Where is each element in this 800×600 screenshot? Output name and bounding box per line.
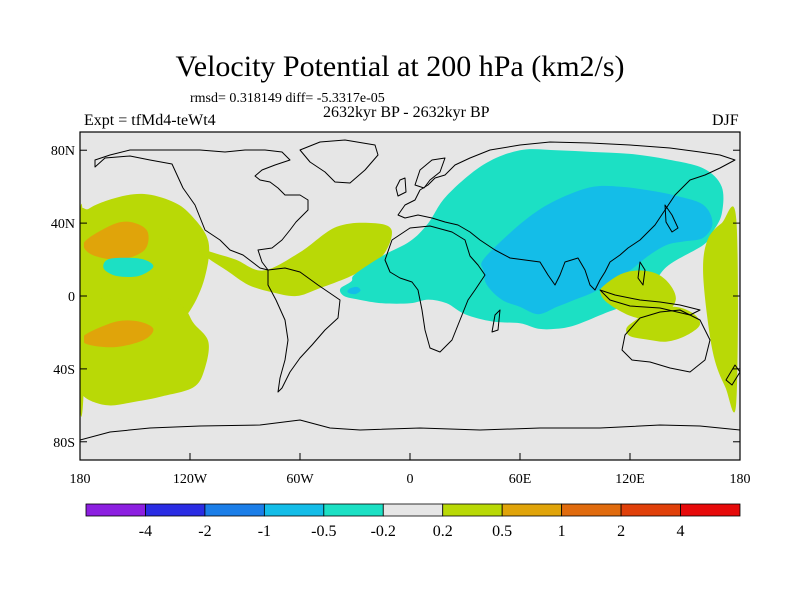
experiment-label: Expt = tfMd4-teWt4 bbox=[84, 112, 216, 129]
colorbar-label: -4 bbox=[139, 523, 152, 540]
colorbar-swatch bbox=[204, 503, 265, 517]
x-tick-label: 60W bbox=[286, 472, 314, 487]
colorbar-label: 0.5 bbox=[492, 523, 512, 540]
contour-region bbox=[80, 203, 85, 417]
y-tick-label: 0 bbox=[68, 290, 75, 305]
colorbar-swatch bbox=[85, 503, 146, 517]
colorbar-label: 4 bbox=[677, 523, 685, 540]
coastlines bbox=[80, 139, 740, 441]
x-tick-label: 0 bbox=[407, 472, 414, 487]
coast-north-america bbox=[94, 149, 309, 271]
coast-africa bbox=[384, 225, 486, 353]
contour-region bbox=[599, 270, 676, 322]
y-tick-label: 40N bbox=[51, 217, 75, 232]
x-tick-label: 180 bbox=[730, 472, 751, 487]
coast-uk bbox=[395, 177, 407, 197]
colorbar-label: 0.2 bbox=[433, 523, 453, 540]
coast-philippines bbox=[637, 261, 646, 286]
coast-australia bbox=[621, 309, 711, 373]
contour-region bbox=[626, 306, 701, 342]
colorbar-swatch bbox=[263, 503, 325, 517]
colorbar-label: 1 bbox=[558, 523, 566, 540]
contour-region bbox=[703, 206, 738, 413]
colorbar-label: -0.5 bbox=[311, 523, 336, 540]
x-tick-label: 120E bbox=[615, 472, 645, 487]
colorbar-label: -1 bbox=[258, 523, 271, 540]
coast-scandinavia bbox=[414, 157, 446, 189]
x-tick-label: 60E bbox=[509, 472, 532, 487]
map-area bbox=[80, 132, 740, 460]
contour-region bbox=[193, 222, 392, 297]
colorbar: -4 -2 -1 -0.5 -0.2 0.2 0.5 1 2 4 bbox=[85, 503, 741, 540]
contour-region bbox=[103, 257, 154, 278]
coast-greenland bbox=[299, 139, 379, 184]
colorbar-swatch bbox=[442, 503, 503, 517]
coast-eurasia bbox=[397, 141, 736, 291]
colorbar-swatch bbox=[620, 503, 681, 517]
colorbar-swatch bbox=[561, 503, 622, 517]
contour-region bbox=[80, 292, 209, 406]
y-tick-label: 80N bbox=[51, 144, 75, 159]
colorbar-swatch bbox=[323, 503, 384, 517]
contour-region bbox=[81, 320, 154, 348]
period-label: 2632kyr BP - 2632kyr BP bbox=[323, 104, 490, 121]
coast-south-america bbox=[267, 267, 341, 393]
x-tick-label: 120W bbox=[173, 472, 208, 487]
colorbar-swatch bbox=[145, 503, 206, 517]
y-tick-label: 80S bbox=[53, 436, 75, 451]
coast-new-zealand bbox=[725, 364, 740, 386]
colorbar-label: -2 bbox=[198, 523, 211, 540]
coast-madagascar bbox=[491, 309, 501, 333]
y-tick-label: 40S bbox=[53, 363, 75, 378]
axis-labels: 180 120W 60W 0 60E 120E 180 80N 40N 0 40S 80S bbox=[51, 144, 751, 487]
contour-region bbox=[347, 286, 361, 295]
season-label: DJF bbox=[712, 112, 739, 129]
chart-title: Velocity Potential at 200 hPa (km2/s) bbox=[175, 50, 625, 83]
contour-region bbox=[481, 185, 713, 315]
colorbar-swatch bbox=[501, 503, 563, 517]
coast-antarctica bbox=[80, 419, 740, 441]
colorbar-swatch bbox=[382, 503, 444, 517]
contour-region bbox=[83, 221, 149, 260]
coast-indonesia bbox=[599, 289, 701, 316]
stats-line: rmsd= 0.318149 diff= -5.3317e-05 bbox=[190, 91, 385, 106]
colorbar-label: 2 bbox=[617, 523, 625, 540]
axis-ticks bbox=[79, 149, 741, 460]
colorbar-swatch bbox=[680, 503, 741, 517]
colorbar-label: -0.2 bbox=[371, 523, 396, 540]
coast-japan bbox=[664, 204, 679, 233]
x-tick-label: 180 bbox=[70, 472, 91, 487]
